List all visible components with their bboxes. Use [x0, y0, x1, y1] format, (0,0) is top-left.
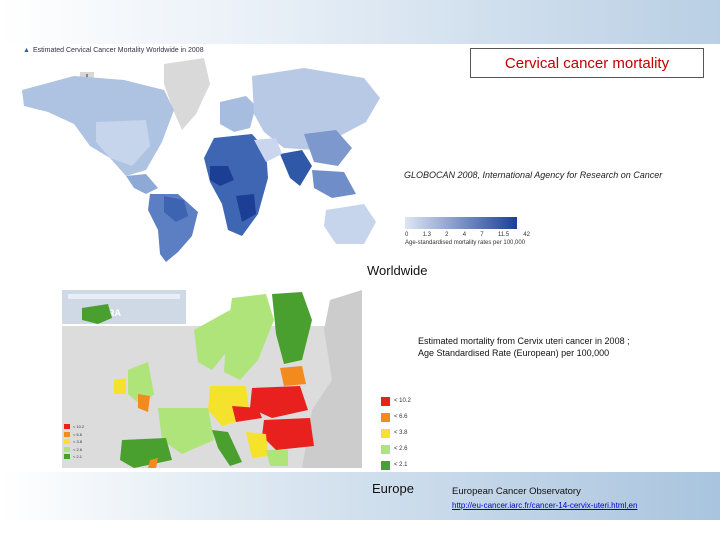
scale-tick: 0 [405, 232, 409, 238]
balkans-region [246, 432, 268, 458]
inset-legend-swatch [64, 439, 70, 445]
inset-legend-label: < 2.6 [73, 446, 83, 452]
iceland-region [82, 304, 112, 324]
sweden-region [224, 294, 274, 380]
russia-asia-region [252, 68, 380, 150]
legend-swatch [381, 460, 390, 470]
france-region [158, 408, 214, 454]
title-box: Cervical cancer mortality [470, 48, 704, 78]
europe-legend: < 10.2 < 6.6 < 3.8 < 2.6 < 2.1 [381, 393, 411, 473]
inset-legend-row: < 2.1 [64, 453, 84, 461]
portugal-region [148, 458, 158, 468]
europe-description-line1: Estimated mortality from Cervix uteri ca… [418, 336, 630, 346]
legend-swatch [381, 428, 390, 438]
europe-map: ELARA [62, 290, 362, 468]
legend-swatch [381, 412, 390, 422]
southeast-asia-region [312, 170, 356, 198]
scale-label: Age-standardised mortality rates per 100… [405, 240, 526, 246]
scale-tick: 7 [480, 232, 484, 238]
europe-region [220, 96, 256, 132]
inset-legend-swatch [64, 424, 70, 430]
italy-region [212, 430, 242, 466]
africa-region [204, 134, 268, 236]
uk-region [128, 362, 154, 406]
observatory-link[interactable]: http://eu-cancer.iarc.fr/cancer-14-cervi… [452, 501, 638, 510]
inset-legend-swatch [64, 431, 70, 437]
scale-tick: 11.5 [497, 232, 510, 238]
brazil-north-region [164, 196, 188, 222]
poland-region [250, 386, 308, 418]
russia-region [302, 290, 362, 468]
scale-tick: 1.3 [422, 232, 431, 238]
footer-band [0, 472, 720, 520]
legend-label: < 6.6 [394, 414, 408, 420]
australia-region [324, 204, 376, 244]
world-map-caption: ▲ Estimated Cervical Cancer Mortality Wor… [23, 47, 204, 54]
legend-row: < 6.6 [381, 409, 411, 425]
legend-row: < 2.6 [381, 441, 411, 457]
east-africa-region [236, 194, 256, 222]
spain-region [120, 438, 172, 468]
legend-label: < 10.2 [394, 398, 411, 404]
greece-region [266, 450, 288, 466]
europe-description-line2: Age Standardised Rate (European) per 100… [418, 348, 610, 358]
inset-legend-swatch [64, 446, 70, 452]
inset-legend-label: < 6.6 [73, 431, 83, 437]
czech-region [232, 406, 262, 422]
scale-tick: 4 [462, 232, 467, 238]
legend-row: < 10.2 [381, 393, 411, 409]
page-title: Cervical cancer mortality [504, 54, 670, 72]
inset-legend-row: < 10.2 [64, 423, 84, 431]
header-band [0, 0, 720, 44]
inset-legend-label: < 3.8 [73, 439, 83, 445]
india-region [280, 150, 312, 186]
legend-label: < 2.1 [394, 462, 408, 468]
central-america-region [126, 174, 158, 194]
observatory-name: European Cancer Observatory [452, 486, 581, 497]
romania-region [262, 418, 314, 450]
scale-tick: 42 [523, 232, 530, 238]
finland-region [272, 292, 312, 364]
europe-description: Estimated mortality from Cervix uteri ca… [418, 335, 630, 359]
legend-row: < 2.1 [381, 457, 411, 473]
norway-region [194, 310, 230, 370]
china-region [304, 130, 352, 166]
inset-legend-row: < 2.6 [64, 446, 84, 454]
legend-swatch [381, 444, 390, 454]
middle-east-region [254, 138, 282, 162]
legend-row: < 3.8 [381, 425, 411, 441]
triangle-icon: ▲ [23, 47, 30, 54]
inset-legend-row: < 6.6 [64, 431, 84, 439]
usa-region [96, 120, 150, 166]
greenland-region [164, 58, 210, 130]
europe-label: Europe [372, 481, 414, 496]
legend-label: < 2.6 [394, 446, 408, 452]
worldwide-label: Worldwide [367, 263, 428, 278]
europe-map-inset-legend: < 10.2 < 6.6 < 3.8 < 2.6 < 2.1 [64, 423, 84, 461]
world-map [22, 58, 380, 262]
scale-tick: 2 [445, 232, 449, 238]
mortality-scale-bar [405, 217, 517, 229]
inset-legend-swatch [64, 454, 70, 460]
world-map-caption-text: Estimated Cervical Cancer Mortality Worl… [32, 47, 204, 54]
baltic-region [280, 366, 306, 386]
legend-swatch [381, 396, 390, 406]
inset-legend-row: < 3.8 [64, 438, 84, 446]
inset-legend-label: < 10.2 [73, 424, 85, 430]
west-africa-region [210, 166, 234, 186]
globocan-source: GLOBOCAN 2008, International Agency for … [404, 170, 663, 180]
inset-legend-label: < 2.1 [73, 454, 83, 460]
legend-label: < 3.8 [394, 430, 408, 436]
ireland-region [114, 378, 126, 394]
scale-ticks: 0 1.3 2 4 7 11.5 42 [405, 232, 530, 238]
wales-region [138, 394, 150, 412]
